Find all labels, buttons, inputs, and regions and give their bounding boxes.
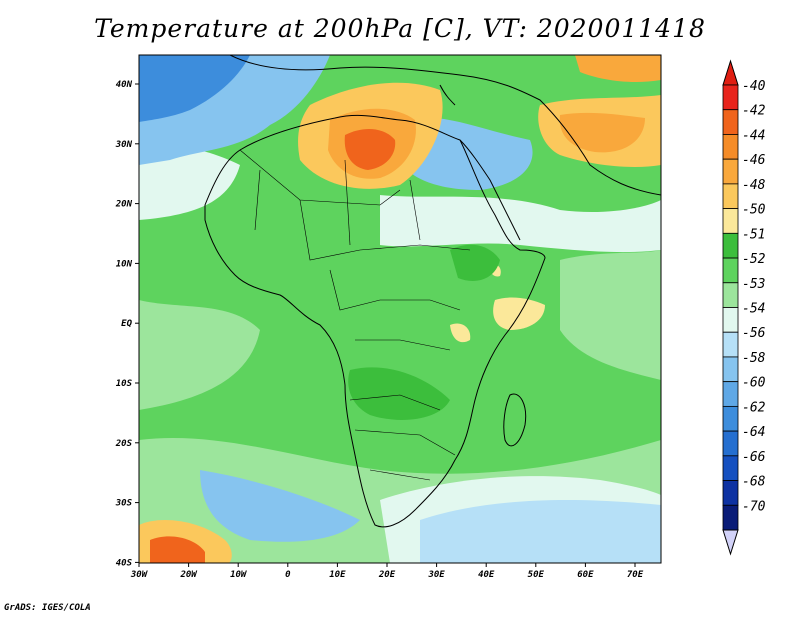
colorbar-swatch: [722, 109, 739, 135]
colorbar-swatch: [722, 430, 739, 457]
colorbar-label: -58: [742, 351, 766, 366]
colorbar-label: -66: [742, 450, 766, 465]
colorbar-swatch: [722, 356, 739, 383]
colorbar-swatch: [722, 455, 739, 481]
lon-tick-label: 20W: [179, 570, 198, 580]
colorbar-swatch: [722, 134, 739, 160]
colorbar-label: -60: [742, 376, 766, 391]
field-dark-green-central: [348, 367, 450, 420]
lat-axis: 40N 30N 20N 10N EQ 10S 20S 30S 40S: [115, 80, 139, 568]
lat-tick-label: EQ: [121, 319, 132, 329]
map-field: [139, 55, 661, 563]
lon-tick-label: 20E: [378, 570, 396, 580]
field-warm-sw-core: [150, 536, 205, 563]
colorbar-label: -50: [742, 203, 766, 218]
field-warm-east-africa: [493, 297, 545, 330]
colorbar-label: -51: [742, 227, 765, 242]
colorbar-over-arrow: [722, 59, 739, 86]
lon-tick-label: 60E: [577, 570, 594, 580]
lat-tick-label: 40N: [116, 80, 133, 90]
country-borders: [239, 149, 471, 481]
field-pale-band-nw: [139, 145, 240, 220]
lon-tick-label: 0: [285, 570, 291, 580]
colorbar-swatch: [722, 84, 739, 111]
field-cold-south-band: [420, 500, 661, 563]
colorbar-label: -62: [742, 400, 766, 415]
field-warm-sahara-core: [344, 128, 396, 170]
colorbar-label: -56: [742, 326, 766, 341]
colorbar-swatch: [722, 331, 739, 358]
colorbar-label: -42: [742, 104, 766, 119]
lon-tick-label: 30W: [130, 570, 149, 580]
colorbar-label: -54: [742, 302, 765, 317]
field-dark-green-east: [450, 244, 500, 281]
colorbar-swatch: [722, 257, 739, 284]
lon-tick-label: 50E: [528, 570, 545, 580]
lat-tick-label: 20S: [115, 439, 133, 449]
lat-tick-label: 30S: [115, 499, 133, 509]
colorbar-label: -44: [742, 128, 765, 143]
colorbar-swatch: [722, 158, 739, 185]
map-title: Temperature at 200hPa [C], VT: 202001141…: [94, 14, 706, 43]
field-light-band-east: [560, 250, 661, 380]
colorbar-label: -46: [742, 153, 766, 168]
colorbar-label: -40: [742, 79, 766, 94]
colorbar-swatch: [722, 405, 739, 432]
colorbar-swatch: [722, 183, 739, 210]
colorbar-label: -52: [742, 252, 766, 267]
plot-frame: [138, 54, 662, 564]
lon-tick-label: 40E: [478, 570, 495, 580]
colorbar-under-arrow: [722, 529, 739, 556]
field-warm-ne-top: [575, 55, 661, 83]
field-warm-ne-core: [559, 112, 645, 153]
lat-tick-label: 10S: [116, 379, 133, 389]
credit-text: GrADS: IGES/COLA: [4, 603, 91, 613]
field-cold-southwest: [200, 470, 360, 542]
field-cold-nw-core: [139, 55, 250, 122]
lat-tick-label: 20N: [115, 200, 133, 210]
colorbar-swatch: [722, 381, 739, 407]
colorbar-label: -70: [742, 499, 766, 514]
lon-axis: 30W 20W 10W 0 10E 20E 30E 40E 50E 60E 70E: [130, 563, 644, 580]
field-warm-lake: [450, 323, 471, 343]
coastlines: [204, 55, 661, 528]
colorbar-swatch: [722, 307, 739, 333]
colorbar-label: -68: [742, 475, 766, 490]
colorbar-swatch: [722, 480, 739, 506]
colorbar-label: -53: [742, 277, 765, 292]
colorbar-swatch: [722, 504, 739, 531]
lon-tick-label: 70E: [627, 570, 644, 580]
field-pale-band-diag: [380, 195, 661, 253]
lon-tick-label: 10W: [230, 570, 248, 580]
colorbar-swatch: [722, 232, 739, 259]
lon-tick-label: 30E: [427, 570, 445, 580]
colorbar-swatch: [722, 208, 739, 234]
field-light-band-west: [139, 300, 260, 410]
lat-tick-label: 40S: [116, 558, 133, 568]
colorbar-label: -48: [742, 178, 766, 193]
colorbar-label: -64: [742, 425, 765, 440]
colorbar-swatch: [722, 282, 739, 308]
lat-tick-label: 30N: [115, 140, 133, 150]
lat-tick-label: 10N: [116, 259, 133, 269]
lon-tick-label: 10E: [329, 570, 346, 580]
